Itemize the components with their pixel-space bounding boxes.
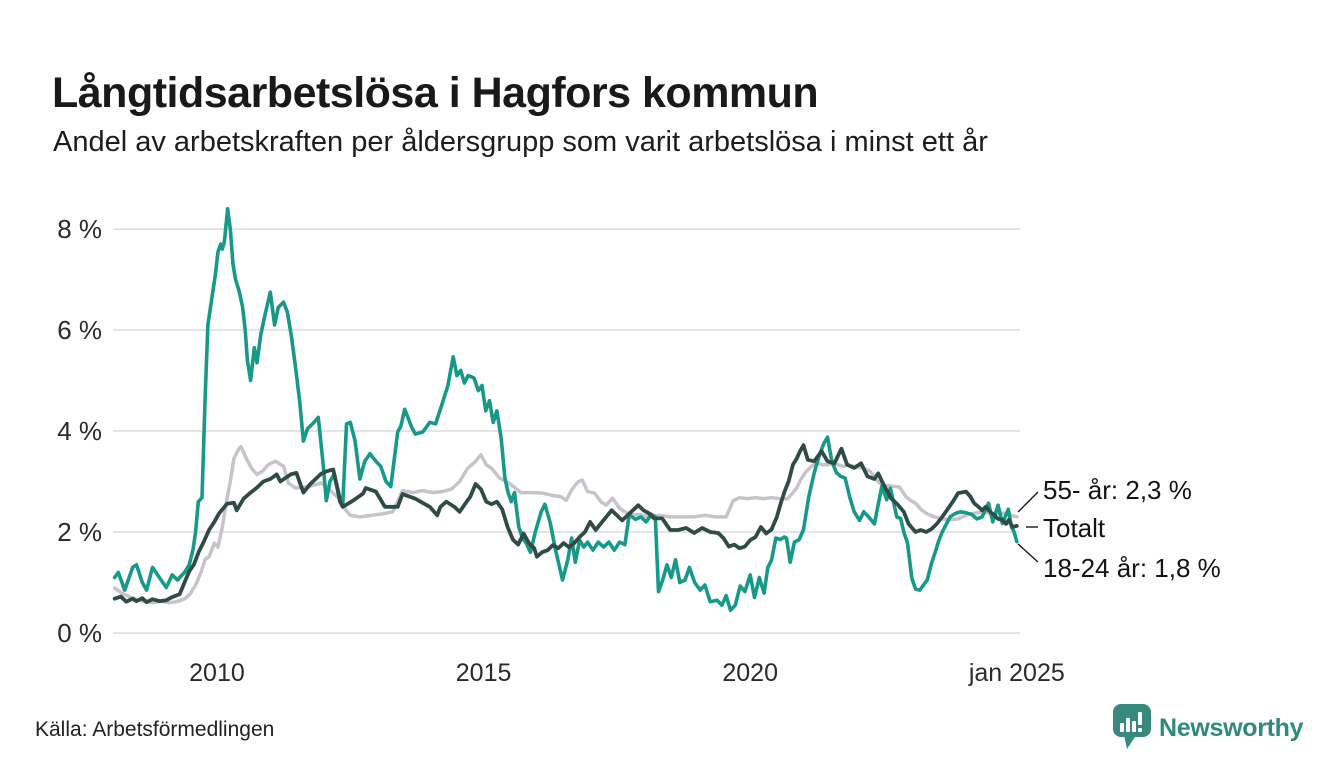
brand-name: Newsworthy: [1159, 713, 1304, 742]
series-lines: [112, 207, 1019, 613]
end-label-55-ar: 55- år: 2,3 %: [1043, 475, 1192, 505]
newsworthy-logo-icon: [1113, 704, 1151, 749]
source-note: Källa: Arbetsförmedlingen: [35, 718, 275, 741]
annotation-connectors: [1017, 491, 1039, 563]
y-tick-label: 6 %: [57, 315, 102, 345]
x-tick-label: 2015: [455, 659, 512, 687]
y-tick-label: 2 %: [57, 517, 102, 547]
end-label-18-24-ar: 18-24 år: 1,8 %: [1043, 553, 1221, 583]
connector-18-24-line: [1017, 543, 1039, 563]
page-subtitle: Andel av arbetskraften per åldersgrupp s…: [53, 126, 988, 158]
series-line-totalt: [112, 443, 1019, 605]
x-tick-label: 2010: [189, 659, 245, 687]
y-tick-label: 4 %: [57, 416, 102, 446]
gridlines: [113, 228, 1020, 634]
end-label-totalt: Totalt: [1043, 513, 1106, 543]
x-tick-label: 2020: [722, 659, 778, 687]
brand-logo: Newsworthy: [1112, 703, 1304, 753]
y-tick-label: 8 %: [57, 214, 102, 244]
y-tick-label: 0 %: [57, 618, 102, 648]
x-tick-label: jan 2025: [968, 659, 1065, 687]
connector-55-line: [1017, 491, 1039, 513]
page-title: Långtidsarbetslösa i Hagfors kommun: [52, 68, 819, 117]
series-line-18-24-r: [112, 207, 1019, 613]
series-line-55-r: [112, 444, 1019, 605]
